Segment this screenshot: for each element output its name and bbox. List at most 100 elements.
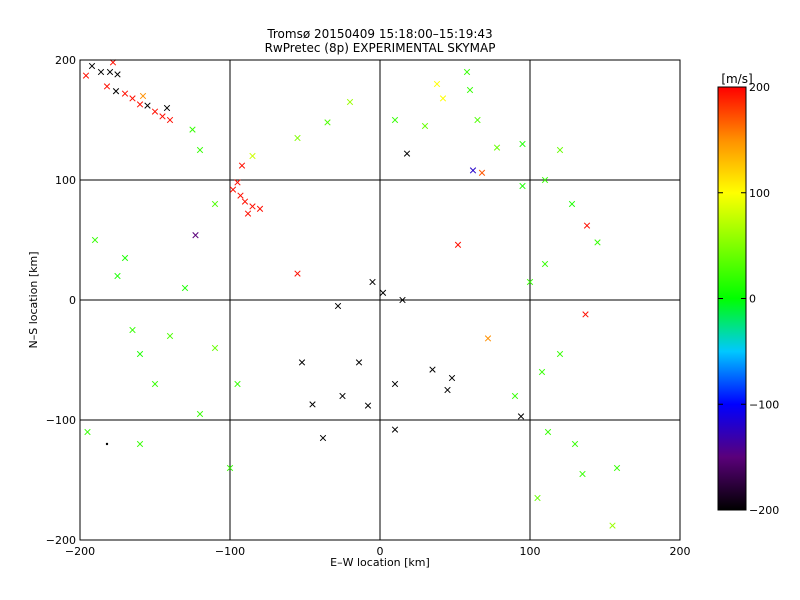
data-point: [355, 359, 363, 366]
data-point-stroke: [309, 401, 316, 408]
data-point-stroke: [139, 92, 147, 100]
data-point: [129, 95, 136, 102]
data-point: [369, 278, 376, 286]
data-point-stroke: [82, 72, 90, 79]
data-point-stroke: [84, 428, 91, 436]
data-point-stroke: [129, 326, 136, 334]
data-point: [144, 102, 151, 109]
data-point-stroke: [369, 278, 376, 286]
data-point: [324, 119, 331, 126]
grid-lines: [80, 60, 680, 540]
data-point: [556, 350, 564, 358]
data-point-stroke: [109, 59, 117, 66]
data-point-stroke: [519, 140, 526, 148]
data-point-stroke: [571, 440, 579, 448]
data-point: [181, 284, 189, 292]
data-point: [391, 426, 399, 433]
data-point: [534, 494, 541, 502]
data-point: [568, 200, 576, 208]
data-point: [334, 302, 342, 310]
x-tick-label: 0: [377, 545, 384, 558]
data-point: [583, 222, 591, 229]
data-point-stroke: [568, 200, 576, 208]
data-point: [129, 326, 136, 334]
data-point: [189, 126, 196, 133]
data-point: [319, 434, 327, 442]
x-tick-label: 200: [670, 545, 691, 558]
data-point-stroke: [121, 254, 129, 262]
data-point-stroke: [114, 272, 121, 280]
chart-subtitle: RwPretec (8p) EXPERIMENTAL SKYMAP: [265, 41, 496, 55]
data-point-stroke: [121, 90, 129, 97]
data-point: [474, 116, 481, 124]
data-point: [139, 92, 147, 100]
data-point-stroke: [334, 302, 342, 310]
data-point: [249, 203, 256, 210]
data-point: [234, 380, 241, 388]
data-point-stroke: [106, 68, 114, 76]
data-point-stroke: [399, 296, 406, 304]
data-point: [541, 260, 549, 268]
data-point: [229, 186, 237, 193]
data-point-stroke: [538, 368, 546, 376]
data-point-stroke: [421, 122, 429, 130]
data-point: [166, 116, 174, 124]
data-point-stroke: [594, 239, 601, 246]
data-point: [379, 289, 387, 296]
data-point-stroke: [294, 270, 301, 277]
data-point-stroke: [511, 392, 519, 400]
data-point-stroke: [237, 192, 244, 199]
data-point-stroke: [249, 203, 256, 210]
data-point: [97, 68, 105, 76]
data-point-stroke: [355, 359, 363, 366]
data-point: [196, 146, 204, 154]
data-point: [151, 380, 159, 388]
data-point: [541, 176, 549, 184]
data-point-stroke: [609, 522, 616, 529]
data-point: [196, 410, 204, 418]
data-point-stroke: [211, 344, 219, 352]
data-point: [309, 401, 316, 408]
data-point: [519, 140, 526, 148]
data-point-stroke: [556, 146, 564, 154]
data-point-stroke: [448, 374, 456, 382]
data-point-stroke: [196, 410, 204, 418]
data-point-stroke: [429, 366, 436, 373]
data-point-stroke: [444, 386, 451, 394]
y-tick-label: 200: [55, 54, 76, 67]
data-point-stroke: [234, 179, 241, 186]
data-point-stroke: [556, 350, 564, 358]
data-point-stroke: [319, 434, 327, 442]
data-point-stroke: [238, 162, 246, 169]
data-point-stroke: [364, 402, 372, 409]
data-point: [444, 386, 451, 394]
data-point-stroke: [88, 62, 96, 70]
data-point: [511, 392, 519, 400]
data-point: [594, 239, 601, 246]
data-point: [478, 169, 486, 176]
data-point: [556, 146, 564, 154]
data-point: [151, 108, 159, 115]
data-point: [399, 296, 406, 304]
data-point: [421, 122, 429, 130]
data-point: [192, 232, 199, 239]
data-point: [346, 98, 354, 106]
data-point: [241, 198, 249, 205]
x-axis-label: E–W location [km]: [330, 556, 430, 569]
data-point-stroke: [469, 167, 477, 174]
colorbar-tick-label: 0: [749, 293, 756, 306]
data-point-stroke: [583, 222, 591, 229]
chart-title: Tromsø 20150409 15:18:00–15:19:43: [266, 27, 492, 41]
data-point-stroke: [466, 86, 474, 94]
data-point-stroke: [112, 88, 120, 95]
data-point-stroke: [391, 380, 399, 388]
data-point-stroke: [582, 311, 589, 318]
data-point: [433, 80, 441, 88]
data-point-stroke: [526, 278, 534, 286]
data-point: [339, 392, 346, 400]
colorbar-tick-label: −200: [749, 504, 779, 517]
data-point-stroke: [256, 205, 264, 212]
data-point-stroke: [189, 126, 196, 133]
data-point-stroke: [159, 113, 166, 120]
data-point: [582, 311, 589, 318]
